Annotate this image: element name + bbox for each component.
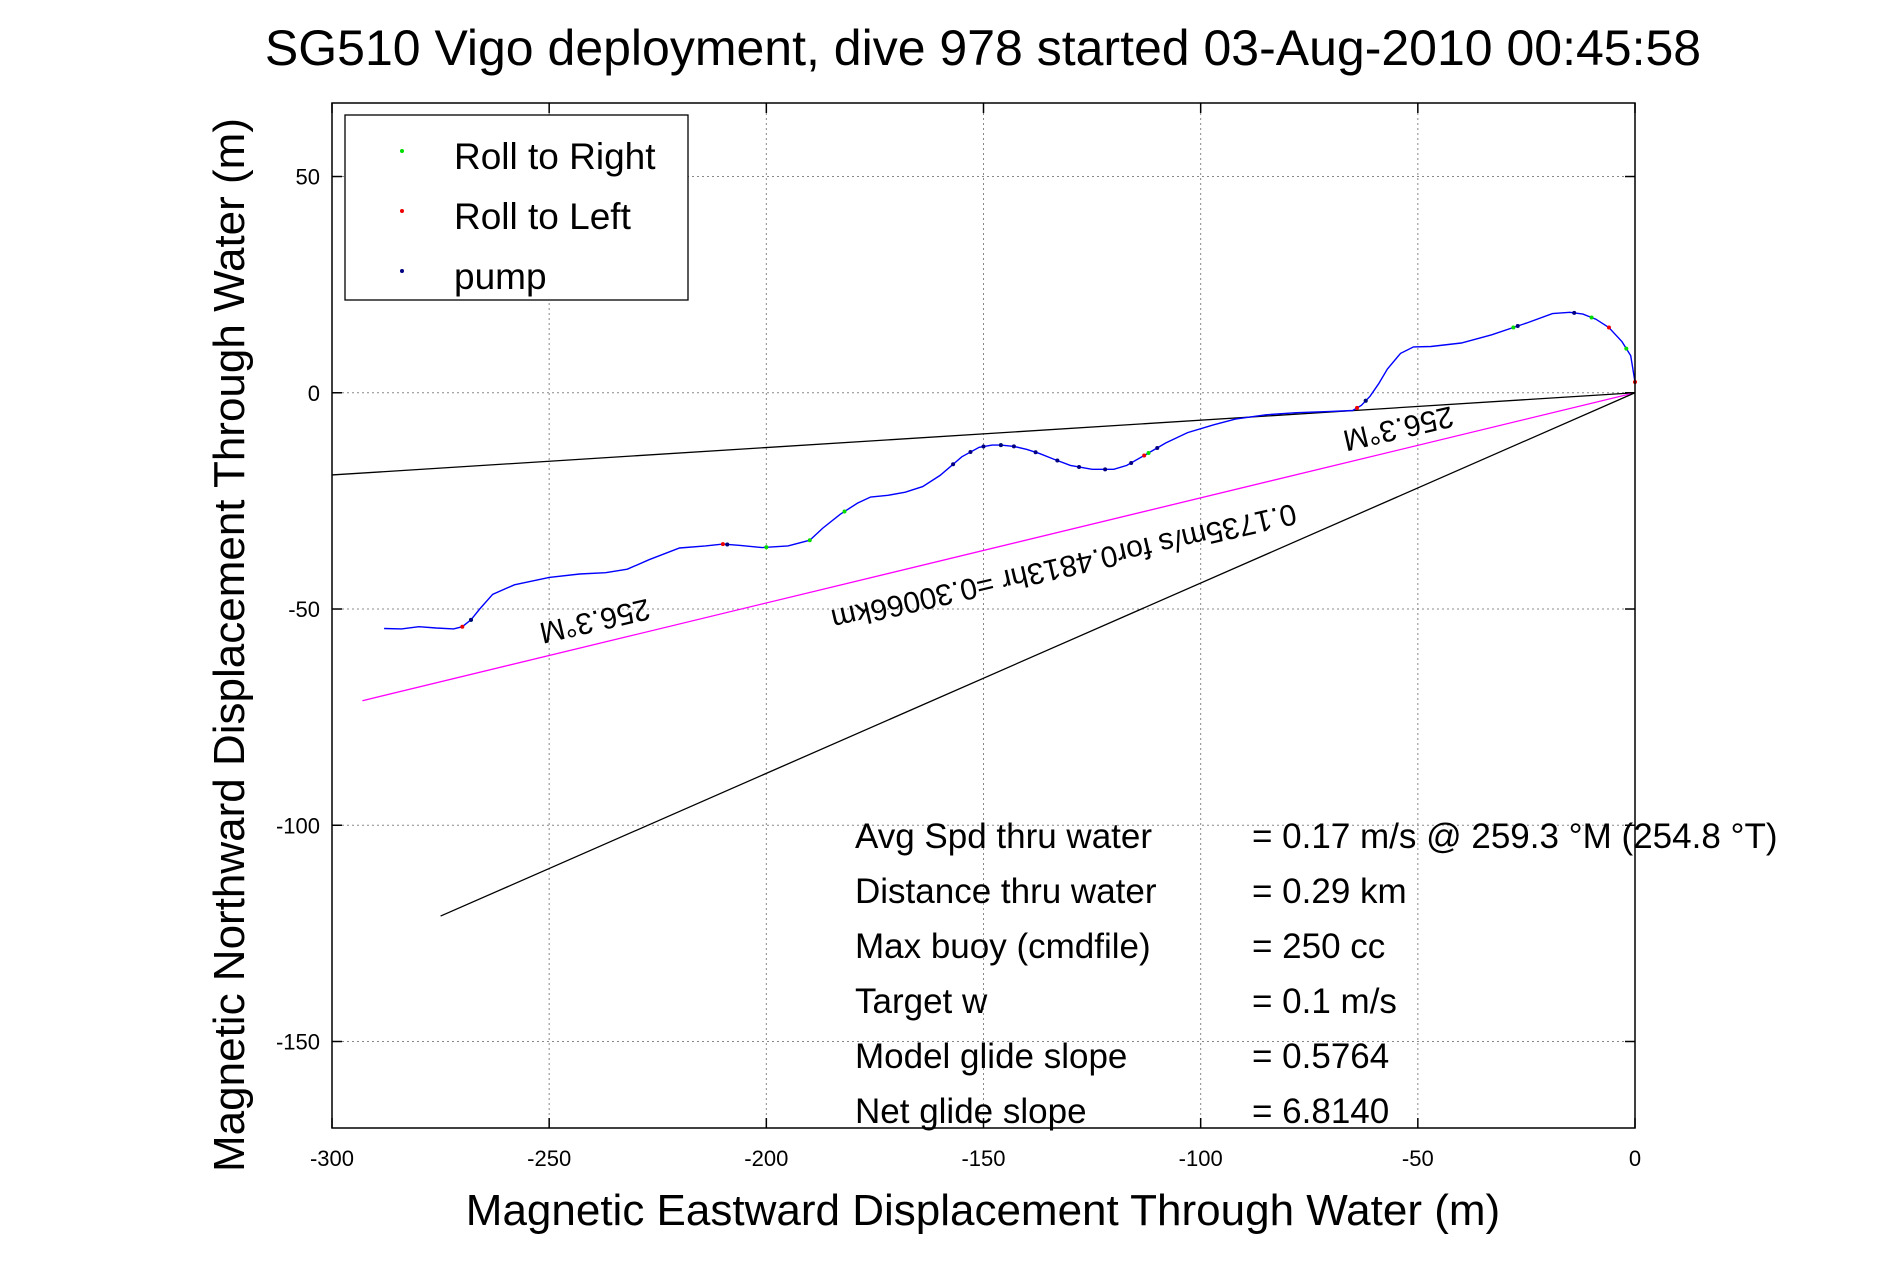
pump-point [968,450,973,455]
pump-point [1011,444,1016,449]
pump-point [468,617,473,622]
roll-right-point [842,509,847,514]
x-tick-label: -150 [961,1146,1005,1171]
markers [460,310,1637,629]
x-tick-label: 0 [1629,1146,1641,1171]
reference-lines [331,392,1636,917]
y-tick-label: 50 [296,165,320,190]
x-tick-label: -200 [744,1146,788,1171]
pump-point [1515,324,1520,329]
pump-point [1363,398,1368,403]
roll-left-point [460,624,465,629]
legend-marker [400,209,404,213]
y-tick-label: 0 [308,381,320,406]
pump-point [1033,450,1038,455]
stat-label: Avg Spd thru water [855,817,1152,856]
stat-label: Target w [855,982,988,1021]
stat-value: = 250 cc [1252,927,1385,966]
pump-point [1572,310,1577,315]
x-tick-label: -250 [527,1146,571,1171]
reference-line [331,392,1636,476]
stat-value: = 0.17 m/s @ 259.3 °M (254.8 °T) [1252,817,1778,856]
y-tick-label: -100 [276,813,320,838]
pump-point [998,443,1003,448]
legend-marker [400,149,404,153]
stat-value: = 6.8140 [1252,1092,1389,1131]
pump-point [1155,445,1160,450]
y-tick-label: -50 [288,597,320,622]
legend-label: Roll to Right [454,136,656,177]
pump-point [981,444,986,449]
x-tick-label: -300 [310,1146,354,1171]
legend: Roll to Right Roll to Left pump [344,114,689,301]
roll-left-point [1606,325,1611,330]
reference-line [362,392,1636,702]
stat-value: = 0.5764 [1252,1037,1389,1076]
stat-label: Distance thru water [855,872,1157,911]
roll-right-point [1589,315,1594,320]
roll-left-point [720,542,725,547]
pump-point [1129,460,1134,465]
chart-title: SG510 Vigo deployment, dive 978 started … [265,20,1701,76]
stat-label: Model glide slope [855,1037,1127,1076]
x-tick-label: -100 [1179,1146,1223,1171]
roll-right-point [807,538,812,543]
stat-label: Net glide slope [855,1092,1087,1131]
x-tick-label: -50 [1402,1146,1434,1171]
pump-point [951,462,956,467]
stat-value: = 0.29 km [1252,872,1407,911]
pump-point [1077,464,1082,469]
axis-ticks: -300 -250 -200 -150 -100 -50 0 -150 -100 -50 0 50 [276,103,1641,1171]
y-axis-label: Magnetic Northward Displacement Through … [205,118,254,1172]
stats-block: Avg Spd thru water = 0.17 m/s @ 259.3 °M … [855,817,1778,1131]
legend-label: Roll to Left [454,196,632,237]
legend-marker [400,269,404,273]
roll-right-point [764,545,769,550]
roll-right-point [1511,325,1516,330]
reference-line [440,392,1636,917]
pump-point [725,542,730,547]
pump-point [1055,458,1060,463]
x-axis-label: Magnetic Eastward Displacement Through W… [466,1186,1500,1235]
stat-value: = 0.1 m/s [1252,982,1397,1021]
roll-left-point [1142,453,1147,458]
roll-right-point [1624,346,1629,351]
roll-right-point [1146,450,1151,455]
roll-left-point [1355,405,1360,410]
legend-label: pump [454,256,547,297]
stat-label: Max buoy (cmdfile) [855,927,1151,966]
y-tick-label: -150 [276,1030,320,1055]
pump-point [1103,467,1108,472]
